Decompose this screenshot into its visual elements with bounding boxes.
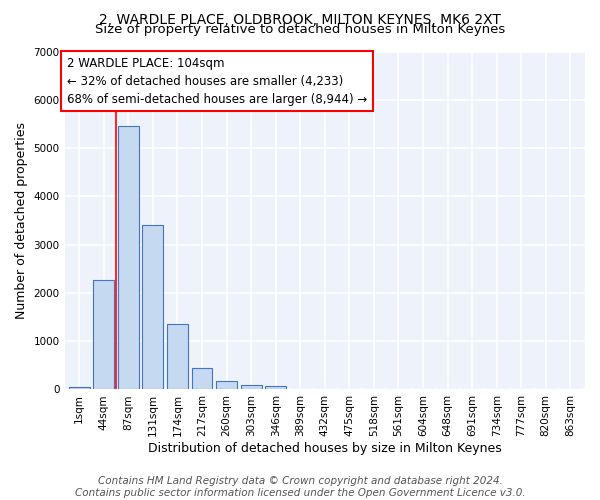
Bar [118, 126, 139, 390]
Bar [191, 368, 212, 390]
Bar [265, 386, 286, 390]
Bar [167, 324, 188, 390]
Bar [241, 384, 262, 390]
Bar [69, 386, 90, 390]
X-axis label: Distribution of detached houses by size in Milton Keynes: Distribution of detached houses by size … [148, 442, 502, 455]
Bar [216, 381, 237, 390]
Text: Size of property relative to detached houses in Milton Keynes: Size of property relative to detached ho… [95, 22, 505, 36]
Y-axis label: Number of detached properties: Number of detached properties [15, 122, 28, 319]
Text: Contains HM Land Registry data © Crown copyright and database right 2024.
Contai: Contains HM Land Registry data © Crown c… [74, 476, 526, 498]
Text: 2, WARDLE PLACE, OLDBROOK, MILTON KEYNES, MK6 2XT: 2, WARDLE PLACE, OLDBROOK, MILTON KEYNES… [99, 12, 501, 26]
Bar [94, 280, 114, 390]
Bar [142, 226, 163, 390]
Text: 2 WARDLE PLACE: 104sqm
← 32% of detached houses are smaller (4,233)
68% of semi-: 2 WARDLE PLACE: 104sqm ← 32% of detached… [67, 56, 367, 106]
